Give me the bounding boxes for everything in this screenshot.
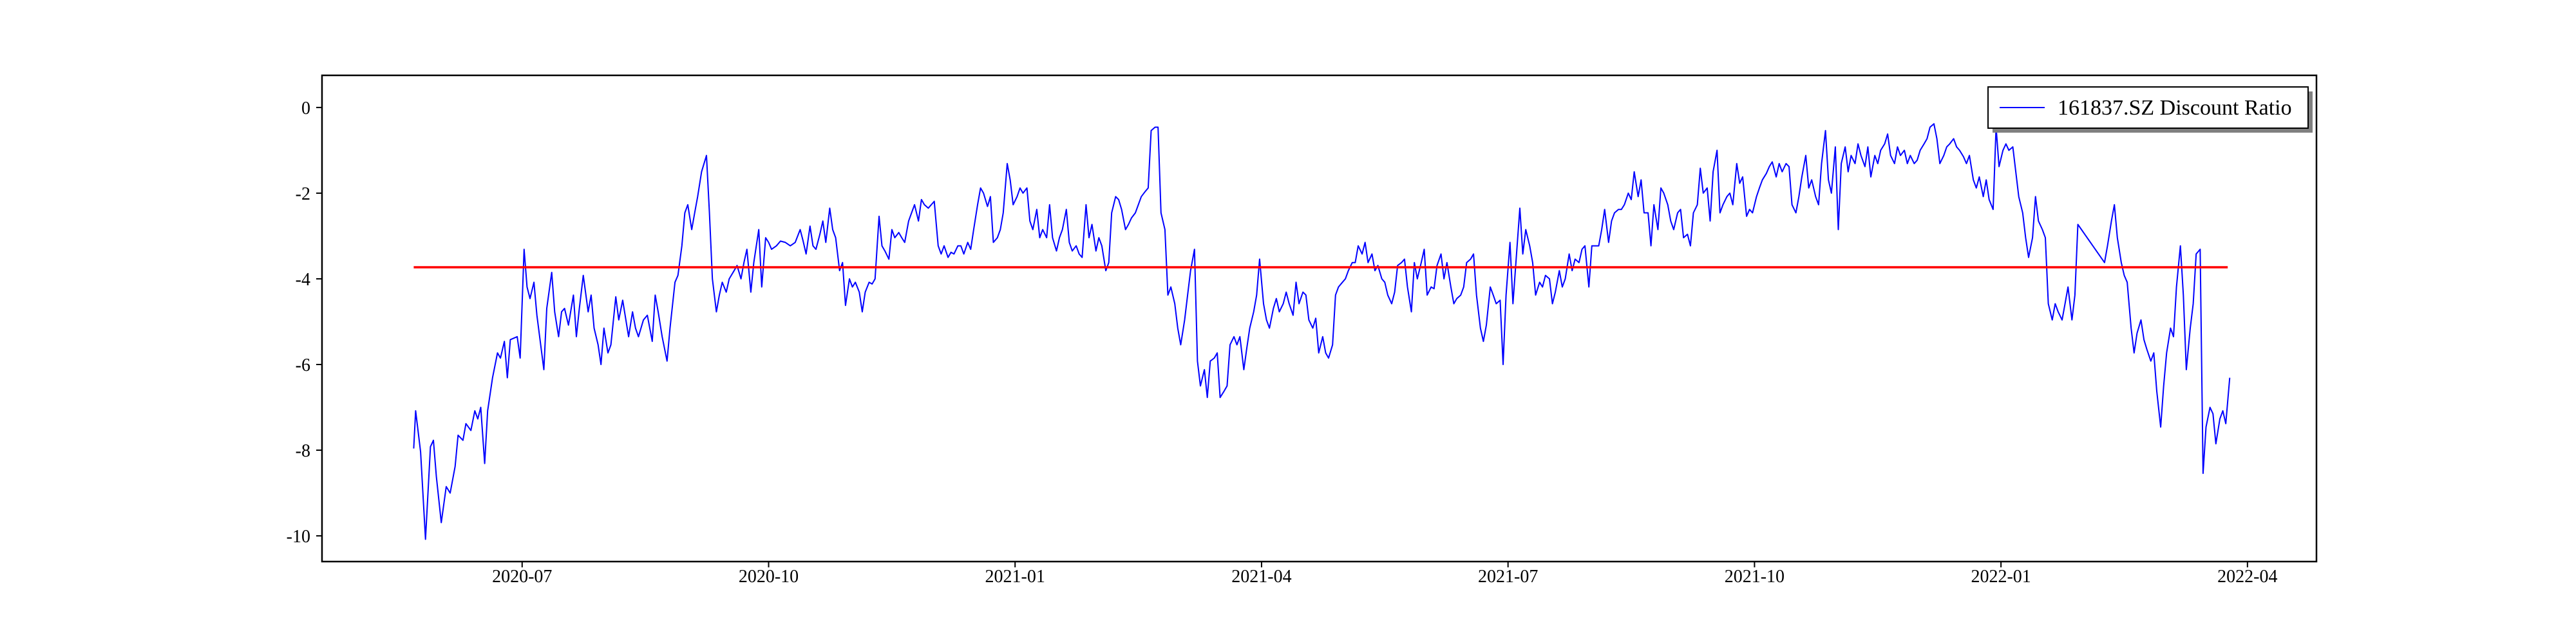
x-tick-label: 2021-10 bbox=[1725, 567, 1785, 587]
y-tick-label: 0 bbox=[301, 99, 310, 118]
x-tick-label: 2021-01 bbox=[985, 567, 1045, 587]
axes-frame bbox=[321, 74, 2318, 563]
y-tick-label: -4 bbox=[296, 270, 310, 290]
y-tick-label: -2 bbox=[296, 184, 310, 204]
y-tick-label: -10 bbox=[287, 527, 310, 547]
plot-area bbox=[413, 123, 2231, 540]
line-series bbox=[413, 123, 2231, 540]
x-tick-label: 2021-04 bbox=[1231, 567, 1291, 587]
legend-label: 161837.SZ Discount Ratio bbox=[2058, 96, 2292, 120]
x-tick-label: 2022-01 bbox=[1971, 567, 2031, 587]
ticks: 2020-07 2020-10 2021-01 2021-04 2021-07 2021-… bbox=[287, 99, 2278, 587]
x-tick-label: 2021-07 bbox=[1478, 567, 1538, 587]
y-tick-label: -8 bbox=[296, 441, 310, 461]
legend: 161837.SZ Discount Ratio bbox=[1987, 86, 2313, 133]
x-tick-label: 2020-07 bbox=[492, 567, 552, 587]
x-tick-label: 2020-10 bbox=[739, 567, 799, 587]
y-tick-label: -6 bbox=[296, 355, 310, 375]
x-tick-label: 2022-04 bbox=[2217, 567, 2277, 587]
